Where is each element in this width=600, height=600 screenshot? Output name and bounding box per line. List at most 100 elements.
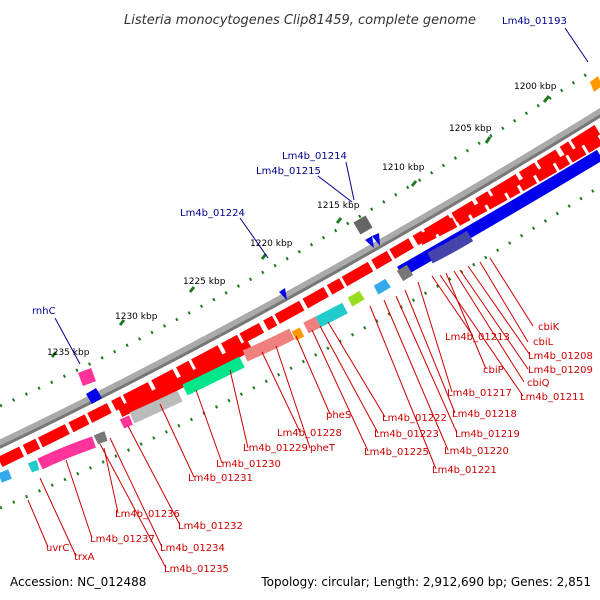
- gene-feature: [279, 288, 287, 300]
- outer-features: [78, 76, 600, 404]
- gene-label: Lm4b_01229: [243, 443, 308, 454]
- leader-line: [564, 27, 589, 63]
- leader-line: [467, 265, 531, 356]
- leader-line: [311, 329, 369, 452]
- gene-feature: [396, 264, 414, 282]
- gene-label: Lm4b_01220: [444, 446, 509, 457]
- leader-line: [159, 403, 195, 478]
- gene-label: uvrC: [46, 543, 69, 554]
- leader-line: [327, 321, 386, 418]
- gene-label: Lm4b_01234: [160, 543, 225, 554]
- leader-line: [65, 459, 93, 539]
- gene-label: Lm4b_01230: [216, 459, 281, 470]
- leader-line: [39, 477, 77, 557]
- gene-feature: [182, 356, 245, 396]
- leader-line: [239, 217, 269, 259]
- leader-line: [103, 447, 119, 514]
- gene-label: Lm4b_01224: [180, 208, 245, 219]
- gene-label: Lm4b_01228: [277, 428, 342, 439]
- tick-label: 1230 kbp: [115, 312, 158, 322]
- tick-label: 1200 kbp: [514, 82, 557, 92]
- leader-line: [54, 317, 81, 365]
- tick-mark: [118, 319, 126, 326]
- leader-line: [27, 499, 49, 548]
- inner-leaders: [27, 257, 534, 569]
- leader-line: [459, 269, 529, 370]
- leader-line: [317, 175, 353, 203]
- gene-feature: [303, 316, 321, 334]
- gene-label: Lm4b_01231: [188, 473, 253, 484]
- gene-label: Lm4b_01219: [455, 429, 520, 440]
- outer-leaders: [54, 27, 589, 365]
- gene-feature: [347, 290, 365, 307]
- gene-feature: [315, 302, 348, 328]
- leader-line: [261, 351, 301, 433]
- leader-line: [109, 437, 163, 548]
- gene-label: Lm4b_01193: [502, 16, 567, 27]
- tick-label: 1205 kbp: [449, 124, 492, 134]
- reverse-strand-genes: [0, 149, 600, 483]
- leader-line: [445, 272, 487, 370]
- leader-line: [404, 289, 456, 414]
- leader-line: [383, 299, 449, 451]
- map-title: Listeria monocytogenes Clip81459, comple…: [124, 13, 476, 28]
- leader-line: [395, 295, 458, 434]
- gene-feature: [129, 390, 183, 424]
- leader-line: [295, 335, 331, 415]
- tick-mark: [484, 136, 492, 144]
- gene-feature: [372, 233, 380, 246]
- gene-feature: [373, 278, 391, 295]
- gene-label: trxA: [74, 552, 95, 563]
- gene-feature: [27, 460, 40, 473]
- gene-feature: [93, 431, 108, 445]
- leader-line: [439, 274, 524, 397]
- leader-line: [99, 443, 167, 569]
- tick-mark: [542, 95, 551, 103]
- major-ticks: [50, 95, 551, 358]
- gene-feature: [0, 469, 12, 483]
- leader-line: [417, 281, 453, 393]
- gene-label: Lm4b_01213: [445, 332, 510, 343]
- tick-mark: [410, 180, 418, 187]
- gene-label: Lm4b_01211: [520, 392, 585, 403]
- gene-label: pheT: [310, 443, 336, 454]
- leader-line: [369, 305, 437, 470]
- leader-line: [489, 257, 534, 327]
- gene-label: rnhC: [32, 306, 56, 317]
- genome-backbone: [0, 114, 600, 449]
- gene-label: cbiL: [533, 337, 554, 348]
- gene-feature: [86, 388, 102, 404]
- gene-label: Lm4b_01218: [452, 409, 517, 420]
- gene-feature: [291, 327, 305, 341]
- gene-feature: [117, 340, 253, 417]
- gene-label: Lm4b_01214: [282, 151, 347, 162]
- gene-feature: [78, 368, 96, 386]
- gene-feature: [353, 215, 373, 235]
- gene-label: pheS: [326, 410, 351, 421]
- gene-feature: [397, 149, 600, 278]
- tick-label: 1215 kbp: [317, 201, 360, 211]
- forward-strand-genes: [0, 123, 600, 467]
- leader-line: [195, 389, 223, 464]
- tick-mark: [50, 351, 58, 358]
- leader-line: [229, 369, 249, 449]
- tick-mark: [335, 217, 343, 224]
- gene-feature: [242, 328, 295, 362]
- gene-feature: [427, 230, 474, 264]
- gene-label: Lm4b_01235: [164, 564, 229, 575]
- gene-label: Lm4b_01215: [256, 166, 321, 177]
- gene-label: Lm4b_01223: [374, 429, 439, 440]
- leader-line: [275, 345, 311, 449]
- gene-feature: [119, 415, 133, 429]
- leader-line: [479, 261, 529, 343]
- tick-label: 1225 kbp: [183, 277, 226, 287]
- gene-label: cbiP: [483, 365, 504, 376]
- gene-label: Lm4b_01221: [432, 465, 497, 476]
- leader-line: [431, 275, 474, 337]
- leader-line: [127, 425, 181, 526]
- leader-line: [319, 325, 379, 434]
- inner-tick-track: [0, 184, 600, 510]
- gene-label: Lm4b_01209: [528, 365, 593, 376]
- leader-line: [345, 161, 355, 201]
- accession-text: Accession: NC_012488: [10, 575, 146, 589]
